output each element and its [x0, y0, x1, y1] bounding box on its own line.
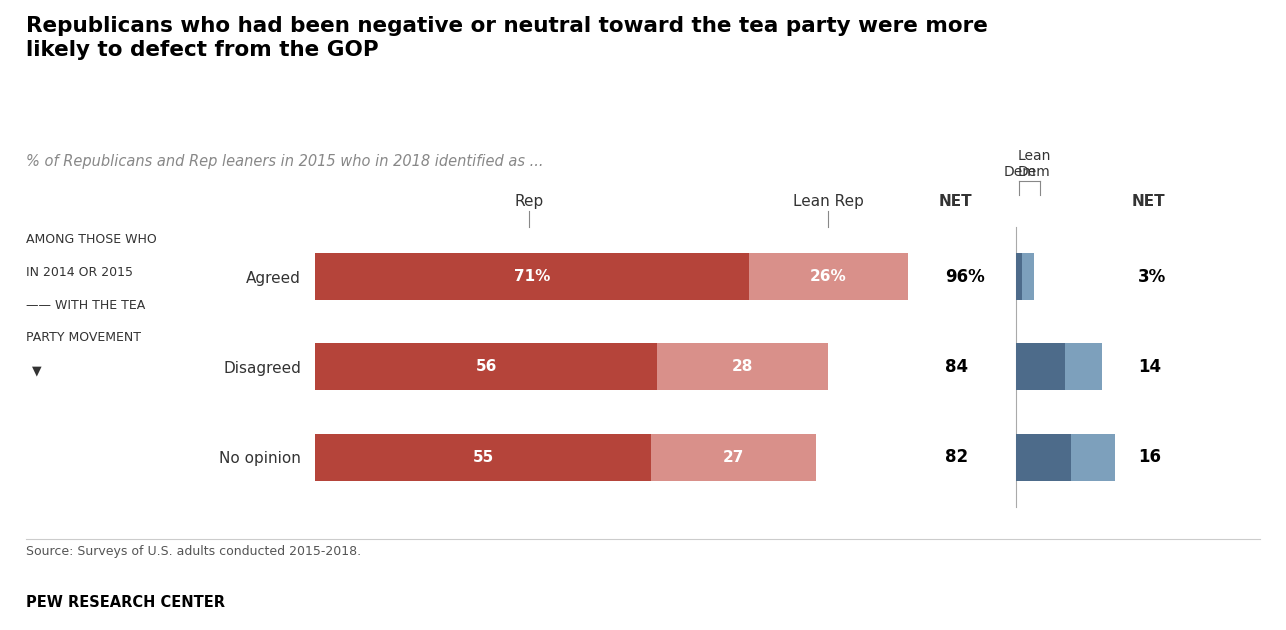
Text: 27: 27 — [723, 450, 745, 465]
Text: AMONG THOSE WHO: AMONG THOSE WHO — [26, 233, 157, 246]
Bar — [1022, 253, 1034, 300]
Bar — [657, 343, 828, 391]
Text: 14: 14 — [1138, 358, 1161, 376]
Bar — [1016, 434, 1071, 481]
Text: Rep: Rep — [514, 194, 544, 209]
Bar — [748, 253, 908, 300]
Bar — [1065, 343, 1102, 391]
Text: ▼: ▼ — [32, 364, 41, 377]
Text: Source: Surveys of U.S. adults conducted 2015-2018.: Source: Surveys of U.S. adults conducted… — [26, 545, 361, 558]
Text: 84: 84 — [945, 358, 968, 376]
Text: NET: NET — [939, 194, 972, 209]
Text: 28: 28 — [732, 360, 754, 374]
Text: 16: 16 — [1138, 449, 1161, 466]
Text: PARTY MOVEMENT: PARTY MOVEMENT — [26, 331, 140, 345]
Bar — [1016, 253, 1022, 300]
Bar — [1016, 343, 1065, 391]
Bar — [315, 253, 748, 300]
Text: Lean Rep: Lean Rep — [792, 194, 864, 209]
Text: Dem: Dem — [1003, 165, 1037, 179]
Text: NET: NET — [1132, 194, 1165, 209]
Text: —— WITH THE TEA: —— WITH THE TEA — [26, 299, 145, 312]
Text: 96%: 96% — [945, 268, 985, 285]
Text: % of Republicans and Rep leaners in 2015 who in 2018 identified as ...: % of Republicans and Rep leaners in 2015… — [26, 154, 543, 169]
Bar — [315, 434, 651, 481]
Bar — [651, 434, 815, 481]
Text: IN 2014 OR 2015: IN 2014 OR 2015 — [26, 266, 132, 279]
Text: 71%: 71% — [513, 269, 550, 284]
Text: Lean
Dem: Lean Dem — [1017, 149, 1051, 179]
Text: 82: 82 — [945, 449, 968, 466]
Text: 26%: 26% — [810, 269, 846, 284]
Text: 55: 55 — [472, 450, 494, 465]
Text: 56: 56 — [476, 360, 496, 374]
Bar — [315, 343, 657, 391]
Text: PEW RESEARCH CENTER: PEW RESEARCH CENTER — [26, 595, 225, 610]
Bar — [1071, 434, 1115, 481]
Text: Republicans who had been negative or neutral toward the tea party were more
like: Republicans who had been negative or neu… — [26, 16, 988, 60]
Text: 3%: 3% — [1138, 268, 1166, 285]
